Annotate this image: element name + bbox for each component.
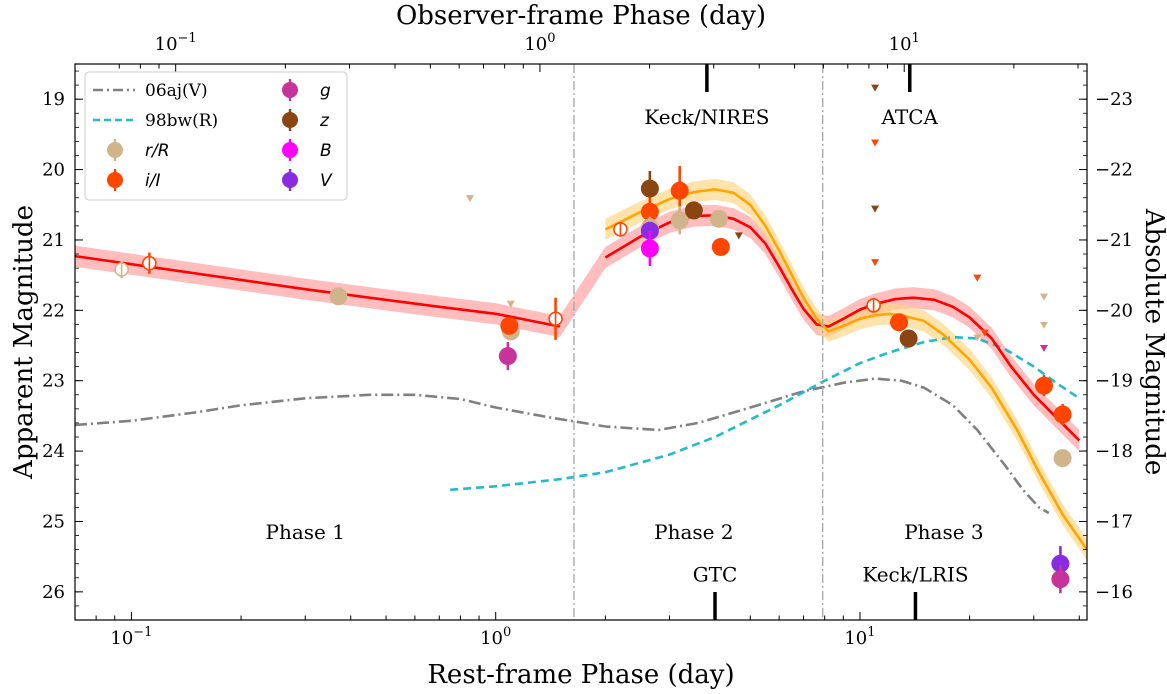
instrument-label-1: Keck/NIRES bbox=[644, 105, 769, 129]
right-y-axis-label: Absolute Magnitude bbox=[1139, 208, 1167, 476]
point-10 bbox=[640, 202, 659, 221]
legend-label-4: g bbox=[320, 81, 331, 101]
point-25 bbox=[1051, 554, 1070, 573]
y2-tick-label-5: −19 bbox=[1095, 371, 1133, 392]
point-13 bbox=[640, 239, 659, 258]
point-23 bbox=[1053, 405, 1072, 424]
point-16 bbox=[684, 201, 703, 220]
x2-tick-label-2: 100 bbox=[524, 31, 555, 55]
upper-limit-4 bbox=[871, 84, 880, 92]
model-red-line-1 bbox=[75, 254, 561, 328]
point-18 bbox=[711, 237, 730, 256]
y-tick-label-2: 20 bbox=[42, 160, 65, 181]
model-orange-line bbox=[604, 187, 1087, 551]
upper-limit-13 bbox=[1039, 345, 1048, 353]
legend-swatch-7 bbox=[282, 172, 298, 188]
legend-swatch-5 bbox=[282, 112, 298, 128]
x-axis-label: Rest-frame Phase (day) bbox=[427, 660, 734, 690]
upper-limit-6 bbox=[871, 205, 880, 213]
x-tick-label-3: 101 bbox=[844, 625, 875, 649]
legend-label-6: B bbox=[320, 141, 332, 161]
legend-label-0: 06aj(V) bbox=[145, 81, 208, 101]
plot-frame bbox=[74, 63, 1088, 621]
x-tick-label-1: 10−1 bbox=[110, 625, 152, 649]
y-tick-label-6: 24 bbox=[42, 441, 65, 462]
y-tick-label-8: 26 bbox=[42, 582, 65, 603]
legend-label-3: i/I bbox=[145, 171, 160, 191]
phase-label-3: Phase 3 bbox=[904, 520, 983, 544]
y-axis-label: Apparent Magnitude bbox=[9, 205, 39, 480]
y-tick-label-3: 21 bbox=[42, 230, 65, 251]
upper-limit-2 bbox=[506, 300, 515, 308]
legend-label-2: r/R bbox=[145, 141, 170, 161]
upper-limit-8 bbox=[973, 274, 982, 282]
legend-label-5: z bbox=[319, 111, 330, 131]
y2-tick-label-6: −18 bbox=[1095, 441, 1133, 462]
y-tick-label-4: 22 bbox=[42, 300, 65, 321]
point-22 bbox=[1034, 376, 1053, 395]
axis-ticks: 10−1 100 101 10−1 100 101 19 20 21 22 23 24 25 26 −23 −… bbox=[42, 31, 1133, 649]
upper-limit-3 bbox=[734, 232, 743, 240]
point-24 bbox=[1053, 449, 1072, 468]
y2-tick-label-3: −21 bbox=[1095, 230, 1133, 251]
x2-tick-label-3: 101 bbox=[889, 31, 920, 55]
point-20 bbox=[890, 313, 909, 332]
point-5 bbox=[500, 316, 519, 335]
point-15 bbox=[670, 211, 689, 230]
legend-label-1: 98bw(R) bbox=[145, 111, 218, 131]
y2-tick-label-4: −20 bbox=[1095, 300, 1133, 321]
phase-label-1: Phase 1 bbox=[266, 520, 345, 544]
instrument-label-3: GTC bbox=[693, 562, 738, 586]
phase-boundary-lines bbox=[573, 64, 824, 620]
upper-limit-12 bbox=[1039, 321, 1048, 329]
legend-swatch-2 bbox=[107, 142, 123, 158]
point-3 bbox=[329, 287, 348, 306]
point-6 bbox=[498, 347, 517, 366]
98bw(R)-line bbox=[450, 335, 1081, 492]
upper-limit-10 bbox=[973, 334, 982, 342]
point-14 bbox=[670, 181, 689, 200]
06aj(V)-line bbox=[75, 377, 1050, 515]
point-17 bbox=[709, 209, 728, 228]
phase-label-2: Phase 2 bbox=[654, 520, 733, 544]
upper-limit-9 bbox=[980, 329, 989, 337]
instrument-label-2: ATCA bbox=[881, 105, 939, 129]
legend-swatch-3 bbox=[107, 172, 123, 188]
y-tick-label-7: 25 bbox=[42, 511, 65, 532]
upper-limit-11 bbox=[1039, 293, 1048, 301]
data-points bbox=[114, 166, 1072, 594]
instrument-label-4: Keck/LRIS bbox=[862, 562, 968, 586]
y-tick-label-1: 19 bbox=[42, 89, 65, 110]
y2-tick-label-2: −22 bbox=[1095, 160, 1133, 181]
y-tick-label-5: 23 bbox=[42, 371, 65, 392]
legend-label-7: V bbox=[320, 171, 333, 191]
y2-tick-label-8: −16 bbox=[1095, 582, 1133, 603]
legend-swatch-6 bbox=[282, 142, 298, 158]
legend-swatch-4 bbox=[282, 82, 298, 98]
y2-tick-label-1: −23 bbox=[1095, 89, 1133, 110]
x2-tick-label-1: 10−1 bbox=[155, 31, 197, 55]
upper-limit-markers bbox=[465, 84, 1048, 353]
point-26 bbox=[1051, 570, 1070, 589]
top-x-axis-label: Observer-frame Phase (day) bbox=[396, 1, 766, 31]
point-9 bbox=[640, 179, 659, 198]
point-21 bbox=[899, 329, 918, 348]
y2-tick-label-7: −17 bbox=[1095, 511, 1133, 532]
annotations: Phase 1 Phase 2 Phase 3 Keck/NIRES ATCA GTC Ke… bbox=[266, 64, 984, 620]
upper-limit-5 bbox=[871, 139, 880, 147]
x-tick-label-2: 100 bbox=[480, 625, 511, 649]
upper-limit-7 bbox=[871, 259, 880, 267]
upper-limit-1 bbox=[465, 195, 474, 203]
legend-box bbox=[84, 71, 348, 201]
